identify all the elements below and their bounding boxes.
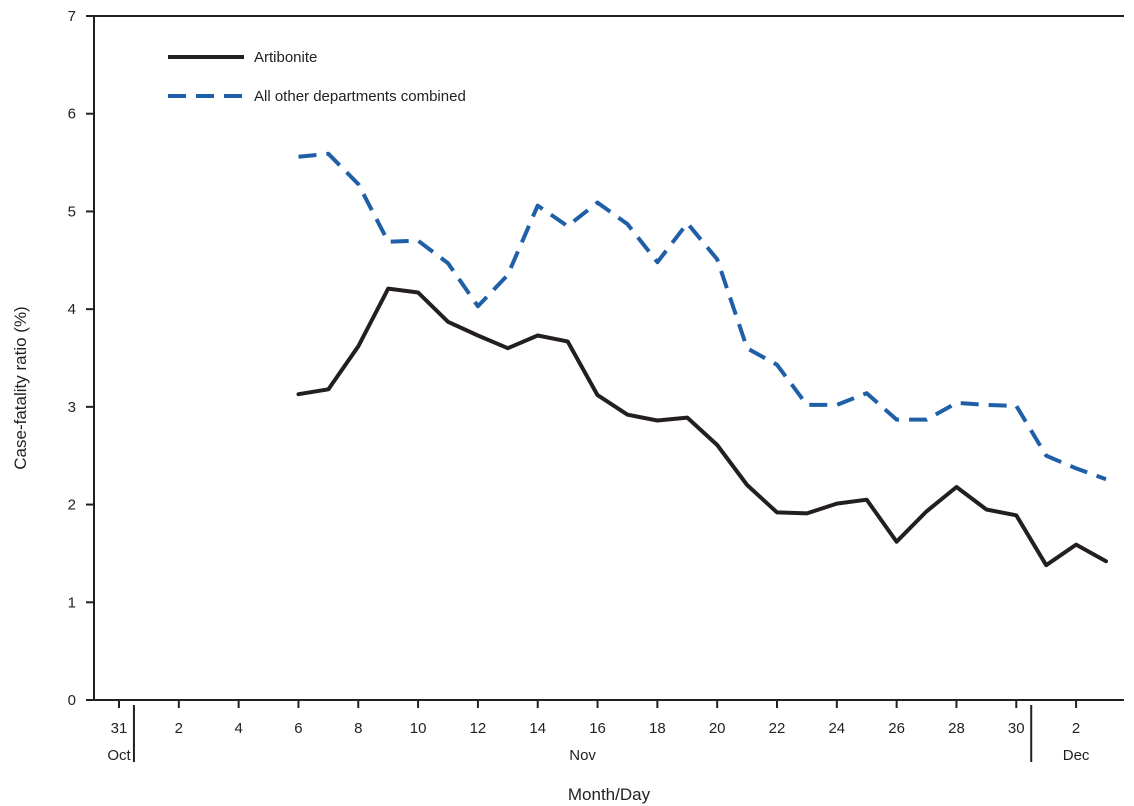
y-ticks-group: 0 1 2 3 4 5 6 7 (68, 8, 94, 709)
x-tick-label: 6 (294, 720, 302, 737)
x-tick-label: 16 (589, 720, 606, 737)
x-tick-label: 24 (828, 720, 845, 737)
x-tick-label: 4 (234, 720, 242, 737)
x-tick-label: 12 (470, 720, 487, 737)
x-ticks-group: 31 2 4 6 8 10 12 14 16 18 20 22 24 26 28 30 2 (111, 700, 1080, 737)
series-lines-group (296, 151, 1108, 568)
x-tick-label: 8 (354, 720, 362, 737)
y-tick-label: 7 (68, 8, 76, 25)
month-labels-group: Oct Nov Dec (107, 705, 1090, 764)
x-tick-label: 2 (175, 720, 183, 737)
legend: Artibonite All other departments combined (168, 49, 466, 105)
legend-label: Artibonite (254, 49, 317, 66)
y-tick-label: 6 (68, 106, 76, 123)
x-tick-label: 10 (410, 720, 427, 737)
x-tick-label: 26 (888, 720, 905, 737)
x-tick-label: 14 (529, 720, 546, 737)
series-line-1 (296, 286, 1108, 568)
month-label: Oct (107, 747, 131, 764)
y-tick-label: 5 (68, 203, 76, 220)
y-tick-label: 0 (68, 692, 76, 709)
y-axis-title: Case-fatality ratio (%) (11, 306, 30, 469)
x-tick-label: 2 (1072, 720, 1080, 737)
x-tick-label: 28 (948, 720, 965, 737)
x-tick-label: 18 (649, 720, 666, 737)
legend-label: All other departments combined (254, 88, 466, 105)
x-tick-label: 30 (1008, 720, 1025, 737)
x-tick-label: 31 (111, 720, 128, 737)
y-tick-label: 4 (68, 301, 76, 318)
series-line-2 (298, 151, 1107, 482)
axes-group (93, 15, 1124, 701)
y-tick-label: 3 (68, 399, 76, 416)
x-axis-title: Month/Day (568, 785, 651, 804)
y-tick-label: 2 (68, 497, 76, 514)
x-tick-label: 20 (709, 720, 726, 737)
month-label: Dec (1063, 747, 1090, 764)
month-label: Nov (569, 747, 596, 764)
y-tick-label: 1 (68, 594, 76, 611)
x-tick-label: 22 (769, 720, 786, 737)
